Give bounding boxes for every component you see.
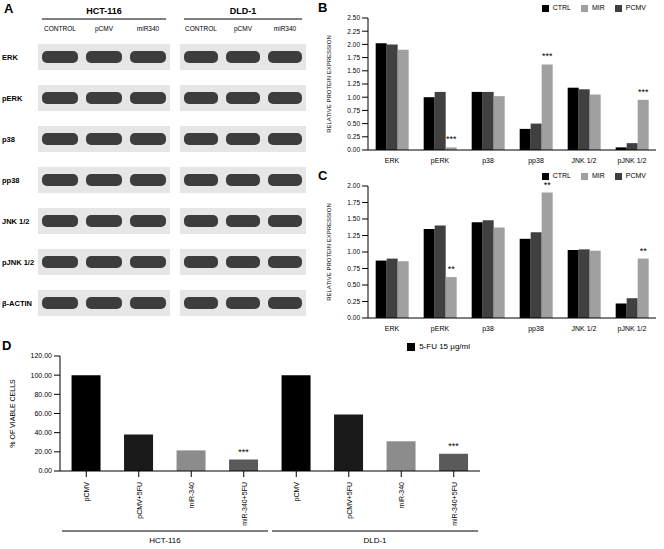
svg-text:JNK 1/2: JNK 1/2 <box>572 325 597 332</box>
svg-text:1.50: 1.50 <box>347 67 360 74</box>
svg-text:HCT-116: HCT-116 <box>86 6 122 16</box>
svg-text:1.25: 1.25 <box>347 80 360 87</box>
svg-text:pERK: pERK <box>431 325 450 333</box>
svg-text:1.50: 1.50 <box>347 215 360 222</box>
svg-text:pp38: pp38 <box>528 157 544 165</box>
svg-text:pERK: pERK <box>431 157 450 165</box>
svg-text:miR-340: miR-340 <box>398 482 405 509</box>
svg-text:0.00: 0.00 <box>347 314 360 321</box>
svg-text:2.50: 2.50 <box>347 14 360 21</box>
svg-text:miR340: miR340 <box>274 25 297 32</box>
svg-text:1.75: 1.75 <box>347 199 360 206</box>
svg-text:ERK: ERK <box>385 157 400 164</box>
svg-text:***: *** <box>542 51 553 61</box>
svg-text:miR-340: miR-340 <box>188 482 195 509</box>
svg-text:pp38: pp38 <box>528 325 544 333</box>
svg-text:miR-340+5FU: miR-340+5FU <box>241 482 248 526</box>
svg-text:pp38: pp38 <box>2 176 20 185</box>
svg-text:120.00: 120.00 <box>31 352 53 359</box>
svg-text:JNK 1/2: JNK 1/2 <box>2 217 30 226</box>
svg-text:ERK: ERK <box>385 325 400 332</box>
svg-text:1.25: 1.25 <box>347 232 360 239</box>
svg-text:pCMV: pCMV <box>234 25 253 33</box>
svg-text:100.00: 100.00 <box>31 372 53 379</box>
svg-text:1.75: 1.75 <box>347 54 360 61</box>
svg-text:***: *** <box>238 447 249 457</box>
html-text:D: D <box>2 338 12 353</box>
svg-text:1.00: 1.00 <box>347 248 360 255</box>
svg-text:***: *** <box>638 87 649 97</box>
html-text:CTRL: CTRL <box>552 4 571 11</box>
svg-text:2.00: 2.00 <box>347 41 360 48</box>
svg-text:HCT-116: HCT-116 <box>149 536 181 545</box>
html-text:PCMV: PCMV <box>625 172 646 179</box>
svg-text:2.25: 2.25 <box>347 28 360 35</box>
svg-text:**: ** <box>448 264 456 274</box>
svg-text:A: A <box>4 1 14 16</box>
svg-text:miR-340+5FU: miR-340+5FU <box>451 482 458 526</box>
svg-text:***: *** <box>448 441 459 451</box>
svg-text:pCMV: pCMV <box>83 482 91 502</box>
html-text:B: B <box>318 0 328 15</box>
svg-text:RELATIVE PROTEIN EXPRESSION: RELATIVE PROTEIN EXPRESSION <box>326 35 332 133</box>
svg-text:CONTROL: CONTROL <box>185 25 217 32</box>
svg-text:DLD-1: DLD-1 <box>363 536 387 545</box>
svg-text:pCMV+5FU: pCMV+5FU <box>346 482 354 519</box>
html-text:5-FU 15 µg/ml: 5-FU 15 µg/ml <box>419 342 470 351</box>
svg-text:RELATIVE PROTEIN EXPRESSION: RELATIVE PROTEIN EXPRESSION <box>326 203 332 301</box>
svg-text:miR340: miR340 <box>137 25 160 32</box>
svg-text:0.00: 0.00 <box>38 467 52 474</box>
svg-text:80.00: 80.00 <box>34 391 52 398</box>
svg-text:p38: p38 <box>482 157 494 165</box>
svg-text:20.00: 20.00 <box>34 448 52 455</box>
svg-text:2.00: 2.00 <box>347 182 360 189</box>
svg-text:pERK: pERK <box>2 94 23 103</box>
svg-text:0.75: 0.75 <box>347 265 360 272</box>
svg-text:0.50: 0.50 <box>347 281 360 288</box>
svg-text:0.75: 0.75 <box>347 107 360 114</box>
svg-text:0.25: 0.25 <box>347 133 360 140</box>
svg-text:JNK 1/2: JNK 1/2 <box>572 157 597 164</box>
svg-text:pJNK 1/2: pJNK 1/2 <box>618 157 647 165</box>
svg-text:β-ACTIN: β-ACTIN <box>2 299 32 308</box>
svg-text:p38: p38 <box>482 325 494 333</box>
svg-text:% OF VIABLE CELLS: % OF VIABLE CELLS <box>9 379 16 448</box>
svg-text:p38: p38 <box>2 135 15 144</box>
svg-text:***: *** <box>446 134 457 144</box>
html-text:PCMV: PCMV <box>625 4 646 11</box>
svg-text:pCMV+5FU: pCMV+5FU <box>136 482 144 519</box>
svg-text:ERK: ERK <box>2 53 18 62</box>
svg-text:1.00: 1.00 <box>347 94 360 101</box>
svg-text:CONTROL: CONTROL <box>44 25 76 32</box>
svg-text:60.00: 60.00 <box>34 410 52 417</box>
svg-text:0.25: 0.25 <box>347 298 360 305</box>
svg-text:**: ** <box>544 180 552 190</box>
svg-text:0.50: 0.50 <box>347 120 360 127</box>
svg-text:0.00: 0.00 <box>347 146 360 153</box>
svg-text:40.00: 40.00 <box>34 429 52 436</box>
html-text:C: C <box>318 168 328 183</box>
svg-text:pCMV: pCMV <box>293 482 301 502</box>
svg-text:pCMV: pCMV <box>95 25 114 33</box>
svg-text:pJNK 1/2: pJNK 1/2 <box>618 325 647 333</box>
svg-text:**: ** <box>640 246 648 256</box>
html-text:MIR: MIR <box>591 172 605 179</box>
html-text:CTRL: CTRL <box>552 172 571 179</box>
svg-text:DLD-1: DLD-1 <box>230 6 257 16</box>
html-text:MIR: MIR <box>591 4 605 11</box>
svg-text:pJNK 1/2: pJNK 1/2 <box>2 258 34 267</box>
